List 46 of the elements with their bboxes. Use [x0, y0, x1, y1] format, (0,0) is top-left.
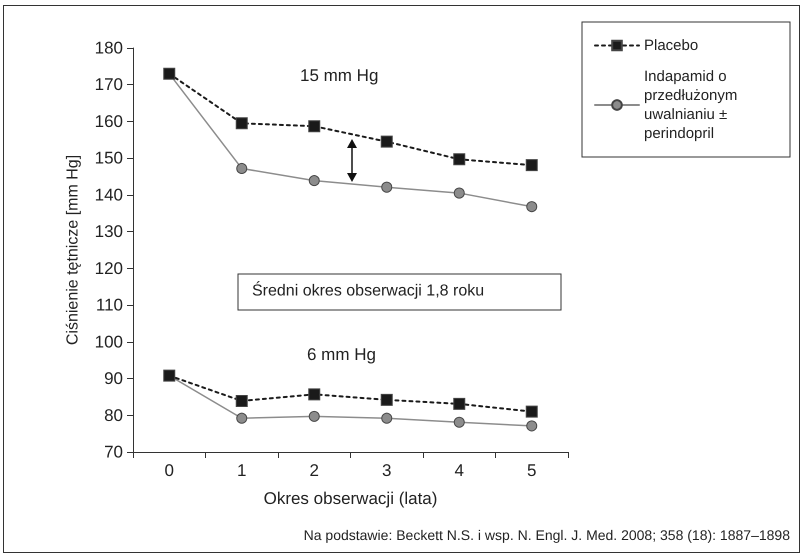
point — [308, 120, 320, 132]
y-tick-label: 80 — [104, 406, 123, 425]
y-tick-label: 120 — [94, 258, 123, 278]
x-tick-label: 0 — [164, 461, 174, 480]
y-tick-label: 70 — [104, 442, 123, 462]
y-axis-title: Ciśnienie tętnicze [mm Hg] — [64, 154, 82, 346]
point — [308, 388, 320, 400]
y-tick-label: 110 — [96, 296, 123, 315]
point — [236, 394, 248, 407]
x-tick-label: 4 — [454, 461, 464, 480]
y-tick-label: 170 — [94, 75, 123, 94]
y-tick-label: 160 — [94, 112, 123, 131]
point — [453, 153, 466, 166]
x-tick-label: 5 — [527, 461, 536, 480]
point — [236, 412, 248, 424]
y-tick-label: 100 — [94, 332, 123, 352]
x-tick-label: 1 — [237, 461, 246, 480]
y-tick-label: 180 — [94, 38, 123, 58]
point — [526, 420, 538, 432]
annotation: 15 mm Hg — [300, 66, 378, 85]
point — [236, 162, 248, 174]
text: Na podstawie: Beckett N.S. i wsp. N. Engl. J. Med. 2008; 358 (18): 1887–1898 — [304, 527, 790, 543]
point — [454, 188, 465, 199]
y-tick-label: 150 — [94, 148, 123, 168]
point — [526, 159, 538, 172]
x-axis-title: Okres obserwacji (lata) — [264, 489, 438, 508]
point — [381, 182, 392, 193]
x-tick-label: 2 — [310, 461, 319, 480]
point — [526, 201, 538, 212]
y-tick-label: 140 — [94, 185, 123, 204]
legend-label: Placebo — [644, 37, 698, 54]
point — [381, 412, 392, 424]
point — [380, 136, 393, 148]
point — [308, 175, 320, 186]
y-tick-label: 130 — [94, 222, 123, 242]
point — [526, 406, 538, 418]
point — [308, 410, 320, 422]
legend-label: Indapamid o przedłużonym uwalnianiu ± perindopril — [644, 68, 742, 142]
x-tick-label: 3 — [382, 461, 392, 480]
point — [453, 398, 466, 410]
annotation: Średni okres obserwacji 1,8 roku — [252, 280, 484, 300]
point — [454, 416, 465, 428]
annotation: 6 mm Hg — [307, 345, 376, 364]
y-tick-label: 90 — [104, 369, 123, 388]
point — [236, 117, 248, 130]
point — [380, 394, 393, 406]
